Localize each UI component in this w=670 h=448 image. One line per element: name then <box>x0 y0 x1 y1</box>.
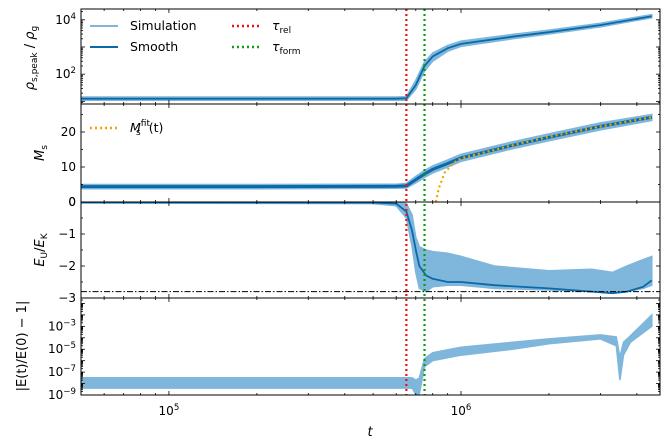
x-tick-label: 105 <box>159 403 180 418</box>
legend-label: τrel <box>272 18 291 36</box>
legend-label: Simulation <box>130 18 197 33</box>
smooth-lines <box>81 15 653 295</box>
x-tick-label: 106 <box>451 403 472 418</box>
legend-label: Smooth <box>130 39 178 54</box>
peak-density-y-axis-label: ρs,peak / ρg <box>23 26 40 90</box>
energy-error-y-tick-label: 10−5 <box>48 341 76 356</box>
energy-error-simulation-series <box>81 313 653 395</box>
peak-density-simulation-series <box>81 13 653 101</box>
mass-simulation-series <box>81 113 653 190</box>
peak-density-smooth-series <box>81 15 652 100</box>
legend: Simulation Smooth τrel τform Mfit s (t) <box>90 18 301 138</box>
simulation-bands <box>81 13 653 395</box>
legend-label: τform <box>272 39 301 57</box>
energy-error-y-tick-label: 10−3 <box>48 318 76 333</box>
mass-y-axis-label: Ms <box>33 145 50 161</box>
energy-error-y-tick-label: 10−7 <box>48 364 76 379</box>
tick-marks <box>80 9 660 396</box>
energy-error-frame <box>80 297 661 396</box>
peak-density-y-tick-label: 102 <box>55 66 76 81</box>
energy-ratio-simulation-series <box>81 202 653 294</box>
x-axis-label: t <box>367 425 373 440</box>
energy-ratio-smooth-series <box>81 202 653 295</box>
energy-ratio-y-tick-label: −1 <box>58 227 76 241</box>
legend-label: Mfit s (t) <box>130 119 163 138</box>
energy-error-y-axis-label: |E(t)/E(0) − 1| <box>15 301 30 392</box>
energy-ratio-y-axis-label: EU/EK <box>33 232 50 266</box>
mass-y-tick-label: 0 <box>68 195 76 209</box>
mass-y-tick-label: 20 <box>61 125 76 139</box>
energy-ratio-y-tick-label: −3 <box>58 291 76 305</box>
mass-smooth-series <box>81 115 653 189</box>
energy-ratio-y-tick-label: 0 <box>68 195 76 209</box>
panel-frames <box>80 8 661 396</box>
peak-density-y-tick-label: 104 <box>55 12 76 27</box>
reference-lines <box>81 9 660 395</box>
energy-error-y-tick-label: 10−9 <box>48 387 76 402</box>
energy-ratio-y-tick-label: −2 <box>58 259 76 273</box>
mass-y-tick-label: 10 <box>61 160 76 174</box>
